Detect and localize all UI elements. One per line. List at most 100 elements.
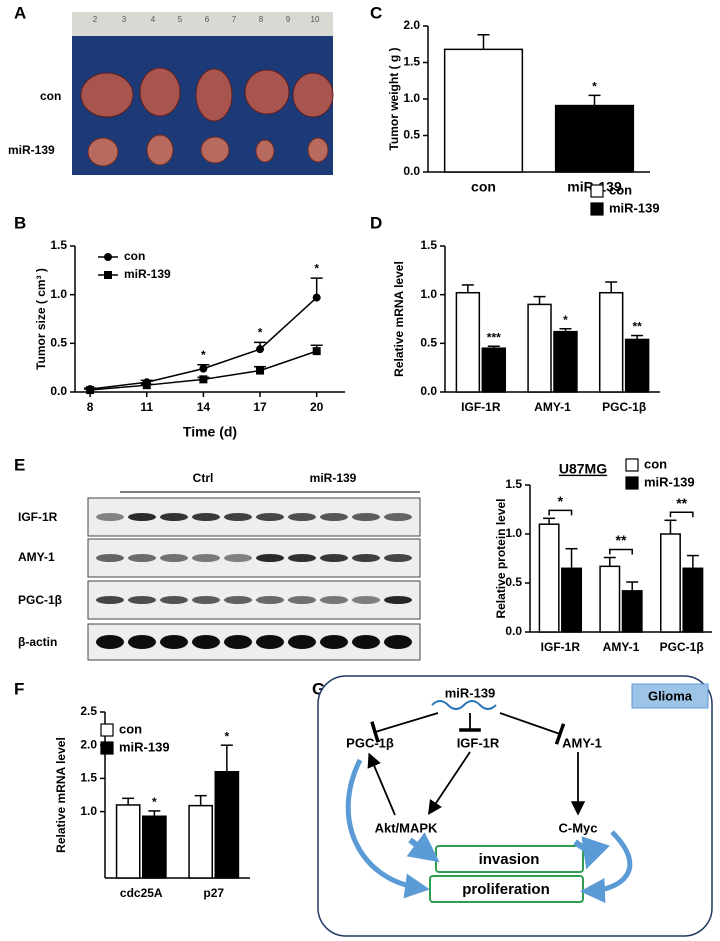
blot-band — [96, 635, 124, 649]
blot-band — [128, 635, 156, 649]
diagram-frame — [317, 675, 713, 937]
blot-band — [256, 513, 284, 521]
block-arrow — [580, 830, 633, 903]
blot-band — [320, 635, 348, 649]
blot-band — [288, 596, 316, 604]
point — [142, 381, 151, 390]
y-tick-label: 2.0 — [403, 18, 420, 32]
legend-swatch — [590, 184, 604, 198]
legend-swatch — [625, 476, 639, 490]
blot-band — [256, 554, 284, 562]
y-tick-label: 0.5 — [505, 575, 522, 589]
outcome-label: invasion — [479, 851, 540, 868]
bar — [443, 48, 524, 173]
point — [199, 364, 208, 373]
y-tick-label: 1.0 — [50, 287, 67, 301]
ruler-number: 10 — [311, 15, 320, 24]
context-label: Glioma — [648, 688, 693, 703]
bar — [599, 565, 621, 633]
y-tick-label: 0.5 — [50, 336, 67, 350]
y-axis-label: Tumor weight ( g ) — [387, 47, 401, 150]
y-tick-label: 2.0 — [80, 737, 97, 751]
blot-band — [160, 554, 188, 562]
bar — [115, 804, 141, 879]
legend-marker — [104, 253, 112, 261]
legend-swatch — [100, 741, 114, 755]
y-tick-label: 1.5 — [420, 238, 437, 252]
bar — [598, 291, 624, 393]
bar — [660, 533, 681, 633]
blot-band — [288, 513, 316, 521]
tumor — [87, 137, 119, 167]
panel-letter: C — [370, 3, 382, 22]
mirna-wave — [431, 700, 497, 710]
point — [312, 347, 321, 356]
bar — [561, 567, 582, 633]
blot-band — [128, 513, 156, 521]
x-tick-label: 14 — [197, 400, 211, 414]
panel-letter: E — [14, 455, 25, 474]
tumor — [244, 69, 290, 115]
legend-label: miR-139 — [124, 267, 171, 281]
blot-band — [352, 635, 380, 649]
point — [86, 386, 95, 395]
legend-label: miR-139 — [609, 200, 660, 215]
tumor — [255, 139, 275, 163]
blot-band — [192, 635, 220, 649]
outcome-label: proliferation — [462, 881, 550, 898]
y-tick-label: 1.5 — [80, 771, 97, 785]
x-tick-label: PGC-1β — [660, 640, 704, 654]
inhibition — [499, 712, 566, 745]
blot-band — [320, 513, 348, 521]
x-axis-label: Time (d) — [183, 424, 237, 440]
blot-band — [96, 596, 124, 604]
ruler-number: 4 — [151, 15, 156, 24]
y-tick-label: 1.0 — [420, 287, 437, 301]
ruler-number: 2 — [93, 15, 98, 24]
significance-bracket — [548, 509, 573, 516]
y-axis-label: Tumor size ( cm³ ) — [34, 268, 48, 370]
blot-row-label: β-actin — [18, 635, 57, 649]
blot-row-label: PGC-1β — [18, 593, 62, 607]
ruler-number: 8 — [259, 15, 264, 24]
significance-bracket — [669, 511, 694, 518]
blot-band — [224, 513, 252, 521]
panel-letter: F — [14, 679, 24, 698]
significance: ** — [616, 532, 627, 548]
legend-marker — [104, 271, 112, 279]
blot-band — [352, 554, 380, 562]
tumors — [80, 67, 334, 167]
y-axis-label: Relative mRNA level — [392, 261, 406, 377]
blot-row-label: AMY-1 — [18, 550, 55, 564]
node-label: Akt/MAPK — [375, 820, 438, 835]
tumor — [139, 67, 181, 117]
blot-band — [128, 554, 156, 562]
y-tick-label: 0.0 — [50, 384, 67, 398]
significance: ** — [632, 320, 642, 334]
point — [312, 293, 321, 302]
bar — [142, 815, 167, 879]
ruler — [72, 12, 333, 36]
significance-bracket — [609, 548, 633, 555]
activation — [428, 751, 471, 815]
legend-swatch — [590, 202, 604, 216]
legend-swatch — [100, 723, 114, 737]
blot-band — [384, 635, 412, 649]
bar — [624, 338, 650, 393]
block-arrow-head — [581, 836, 610, 870]
activation — [367, 752, 396, 816]
blot-row-label: IGF-1R — [18, 510, 58, 524]
blot-band — [160, 513, 188, 521]
node-label: IGF-1R — [457, 735, 500, 750]
bar — [553, 330, 578, 393]
blot-band — [352, 596, 380, 604]
inhibition — [370, 712, 439, 743]
node-label: miR-139 — [445, 685, 496, 700]
blot-band — [224, 554, 252, 562]
tumor — [292, 72, 334, 118]
significance: * — [558, 493, 564, 509]
tumor — [146, 134, 174, 166]
y-tick-label: 2.5 — [80, 704, 97, 718]
x-tick-label: 8 — [87, 400, 94, 414]
x-tick-label: 11 — [140, 400, 153, 414]
